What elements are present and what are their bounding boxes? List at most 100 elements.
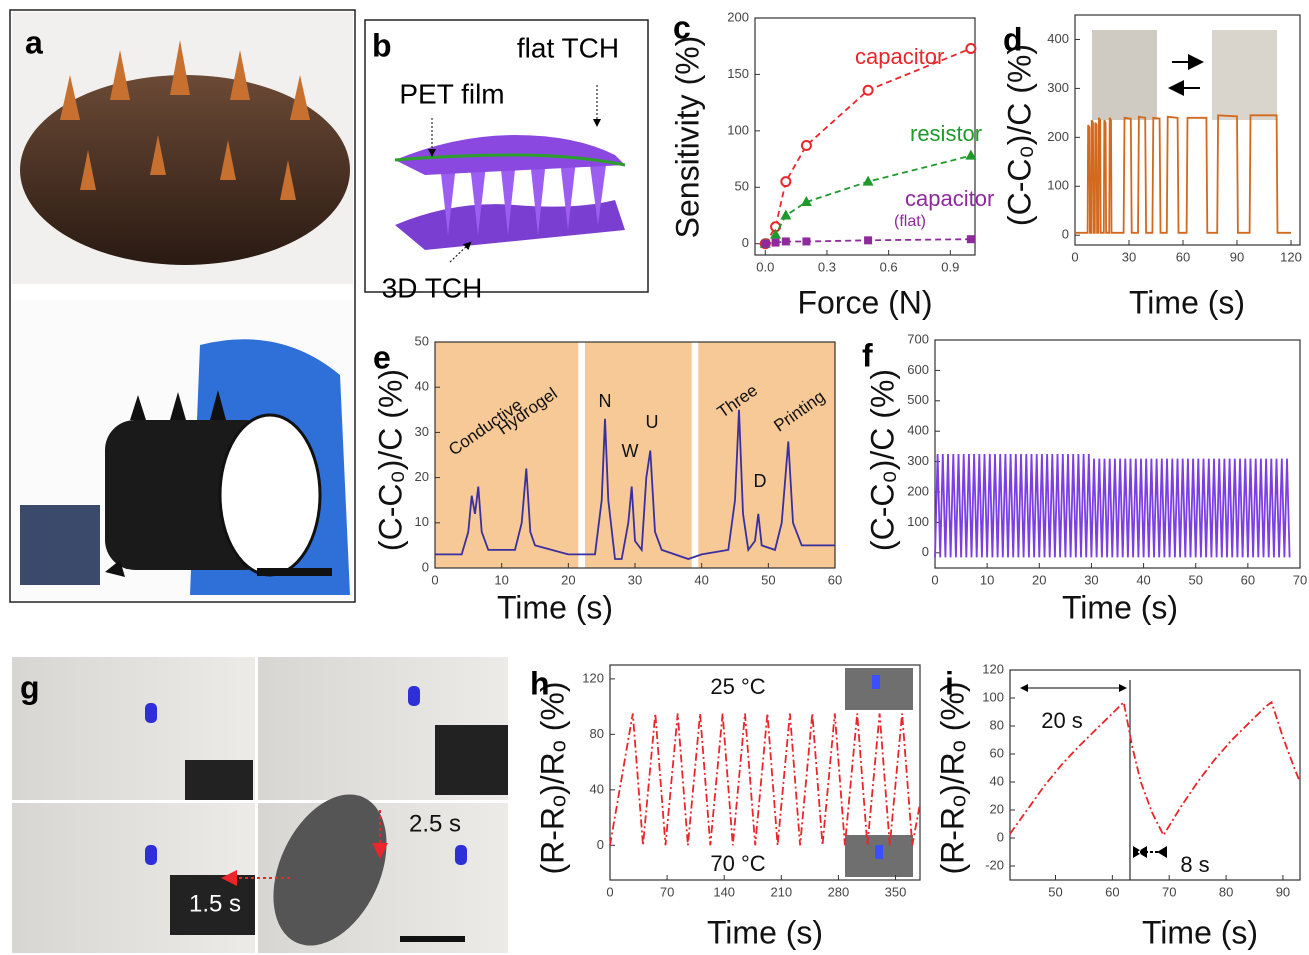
x-tick-label: 0: [1071, 249, 1078, 264]
panel-label: i: [945, 665, 954, 701]
diagram-b: [364, 19, 649, 293]
plot-frame: [934, 339, 1301, 569]
data-line: [934, 453, 1291, 558]
x-tick-label: 0: [931, 572, 938, 587]
legend-label: capacitor: [905, 186, 994, 211]
x-tick-label: 60: [1176, 249, 1190, 264]
panel-label: e: [373, 339, 391, 375]
y-tick-label: 20: [990, 801, 1004, 816]
annotation: (flat): [894, 213, 926, 230]
y-tick-label: 300: [907, 453, 929, 468]
y-tick-label: 40: [590, 781, 604, 796]
panel-label: g: [20, 669, 40, 705]
data-line: [435, 409, 835, 560]
chart: 0 10 20 30 40 50 60 0 10 20 30 40 50 Time (s) (C-C₀)/C…: [372, 333, 842, 625]
marker: [862, 84, 874, 96]
x-tick-label: 60: [1241, 572, 1255, 587]
x-tick-label: 30: [1122, 249, 1136, 264]
marker: [780, 176, 792, 188]
annotation: 70 °C: [710, 851, 765, 876]
photo-label: 1.5 s: [189, 890, 241, 917]
x-tick-label: 0.0: [756, 259, 774, 274]
marker: [864, 236, 873, 245]
x-tick-label: 40: [694, 572, 708, 587]
y-tick-label: 700: [907, 331, 929, 346]
y-tick-label: 400: [907, 423, 929, 438]
diagram-label: PET film: [399, 78, 504, 109]
y-tick-label: -20: [985, 857, 1004, 872]
x-tick-label: 90: [1230, 249, 1244, 264]
y-axis-title: (C-C₀)/C (%): [864, 369, 900, 551]
photo-g: [10, 655, 510, 955]
x-tick-label: 20: [1032, 572, 1046, 587]
marker: [965, 149, 977, 160]
x-tick-label: 350: [885, 884, 907, 899]
x-tick-label: 140: [713, 884, 735, 899]
y-tick-label: 200: [907, 483, 929, 498]
data-line: [609, 713, 921, 846]
y-tick-label: 10: [415, 514, 429, 529]
x-tick-label: 0: [606, 884, 613, 899]
panel-label: d: [1003, 21, 1023, 57]
x-tick-label: 60: [1105, 884, 1119, 899]
x-tick-label: 60: [828, 572, 842, 587]
y-tick-label: 80: [590, 726, 604, 741]
panel-label: f: [862, 337, 873, 373]
y-axis-title: (R-Rₒ)/Rₒ (%): [934, 682, 970, 875]
y-tick-label: 30: [415, 424, 429, 439]
y-axis-title: (C-C₀)/C (%): [1001, 44, 1037, 226]
chart: 0 30 60 90 120 0 100 200 300 400 Time (s) (C-C₀)/C …: [1001, 14, 1302, 320]
annotation: N: [599, 391, 612, 411]
fit-line: [764, 47, 972, 245]
x-tick-label: 50: [761, 572, 775, 587]
x-tick-label: 10: [980, 572, 994, 587]
x-tick-label: 0.6: [880, 259, 898, 274]
panel-label: h: [530, 665, 550, 701]
diagram-label: 3D TCH: [382, 272, 483, 303]
x-axis-title: Time (s): [1062, 589, 1178, 625]
annotation: W: [622, 441, 639, 461]
shaded-region: [435, 342, 579, 568]
y-tick-label: 80: [990, 717, 1004, 732]
x-axis-title: Time (s): [497, 589, 613, 625]
x-tick-label: 50: [1188, 572, 1202, 587]
marker: [862, 175, 874, 186]
data-line: [1009, 700, 1301, 838]
y-tick-label: 60: [990, 745, 1004, 760]
y-tick-label: 200: [1047, 129, 1069, 144]
y-tick-label: 0: [997, 829, 1004, 844]
y-tick-label: 200: [727, 9, 749, 24]
x-tick-label: 0: [431, 572, 438, 587]
photo-label: 2.5 s: [409, 810, 461, 837]
photo-d: [1092, 30, 1277, 120]
y-tick-label: 50: [415, 333, 429, 348]
x-tick-label: 70: [1293, 572, 1307, 587]
plot-frame: [1009, 669, 1301, 881]
marker: [802, 237, 811, 246]
y-tick-label: 100: [982, 689, 1004, 704]
y-tick-label: 100: [727, 122, 749, 137]
y-tick-label: 300: [1047, 80, 1069, 95]
marker: [780, 209, 792, 220]
marker: [800, 195, 812, 206]
marker: [800, 140, 812, 152]
y-axis-title: (R-Rₒ)/Rₒ (%): [534, 682, 570, 875]
plot-frame: [754, 17, 976, 256]
marker: [781, 237, 790, 246]
y-tick-label: 120: [982, 661, 1004, 676]
y-tick-label: 120: [582, 670, 604, 685]
data-line: [1075, 114, 1291, 234]
x-tick-label: 10: [494, 572, 508, 587]
panel-label: b: [372, 27, 392, 63]
y-tick-label: 150: [727, 66, 749, 81]
y-tick-label: 0: [1062, 227, 1069, 242]
legend-label: capacitor: [855, 44, 944, 69]
y-tick-label: 0: [597, 837, 604, 852]
y-tick-label: 400: [1047, 31, 1069, 46]
y-tick-label: 50: [735, 179, 749, 194]
x-tick-label: 80: [1219, 884, 1233, 899]
x-tick-label: 70: [1162, 884, 1176, 899]
plot-frame: [1074, 14, 1301, 246]
x-axis-title: Time (s): [707, 914, 823, 950]
annotation: 8 s: [1180, 852, 1209, 877]
